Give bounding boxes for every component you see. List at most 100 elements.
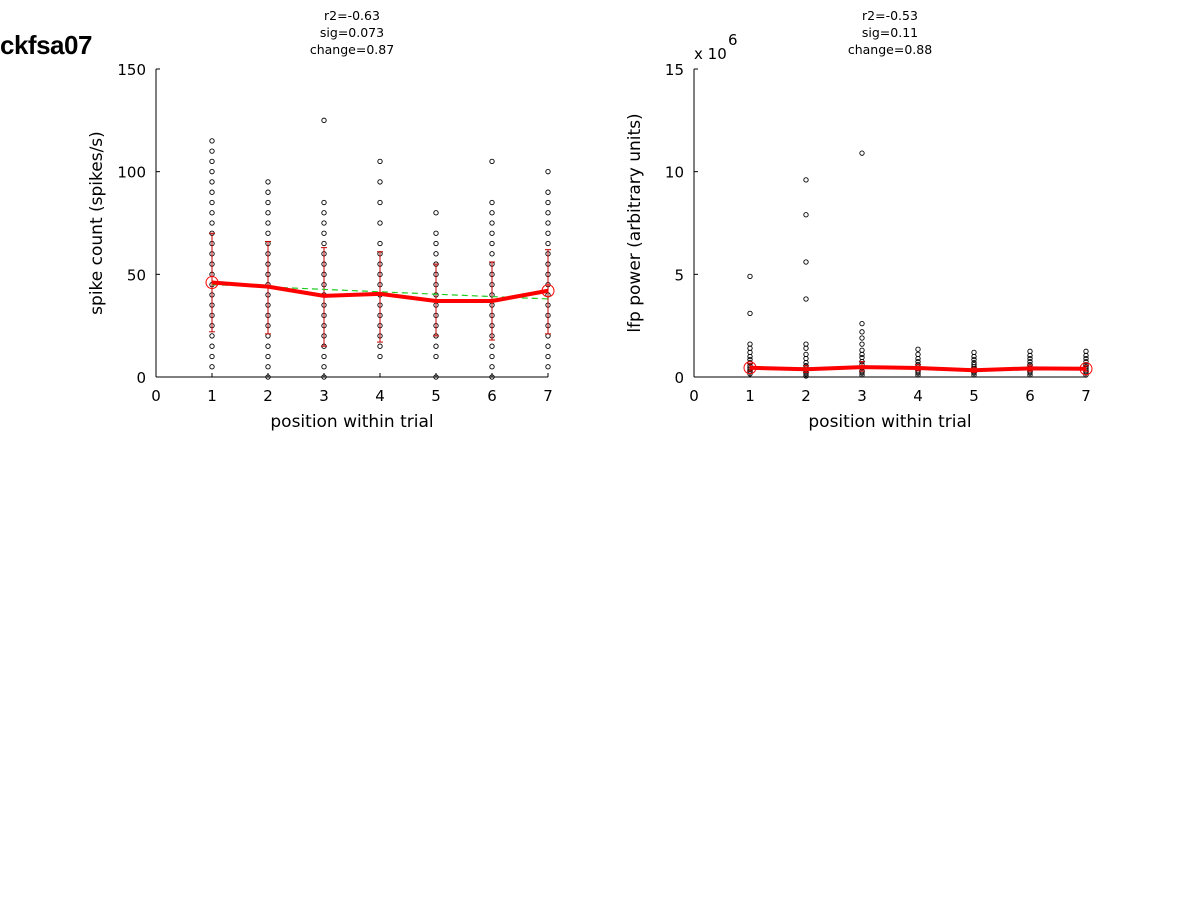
data-point — [859, 341, 865, 347]
x-tick-label: 4 — [913, 387, 923, 405]
data-point — [209, 148, 215, 154]
data-point — [915, 358, 921, 365]
data-point — [377, 240, 383, 247]
data-point — [321, 199, 327, 206]
data-point — [433, 343, 439, 349]
data-point — [489, 353, 495, 360]
data-point — [433, 210, 439, 216]
data-point — [321, 210, 327, 216]
data-point — [545, 364, 551, 370]
data-point — [265, 189, 271, 195]
data-point — [545, 199, 551, 206]
data-point — [433, 240, 439, 247]
data-point — [915, 351, 921, 358]
data-point — [321, 220, 327, 226]
data-point — [265, 333, 271, 339]
data-point — [321, 374, 327, 380]
data-point — [433, 374, 439, 380]
data-point — [377, 199, 383, 206]
x-tick-label: 3 — [319, 387, 329, 405]
mean-end-marker — [205, 276, 219, 290]
stat-line: change=0.88 — [848, 42, 932, 57]
data-point — [265, 353, 271, 360]
data-point — [433, 230, 439, 236]
data-point — [209, 158, 215, 165]
data-point — [859, 320, 865, 327]
mean-end-marker — [1079, 362, 1093, 376]
data-point — [545, 353, 551, 360]
mean-end-marker — [541, 284, 555, 298]
x-tick-label: 6 — [1025, 387, 1035, 405]
data-point — [545, 210, 551, 216]
data-point — [209, 210, 215, 216]
data-point — [489, 210, 495, 216]
data-point — [545, 189, 551, 195]
data-point — [209, 179, 215, 185]
data-point — [433, 251, 439, 257]
data-point — [265, 364, 271, 370]
x-tick-label: 3 — [857, 387, 867, 405]
data-point — [803, 177, 809, 183]
data-point — [489, 199, 495, 206]
data-point — [1027, 348, 1033, 354]
data-point — [971, 359, 977, 366]
x-tick-label: 5 — [431, 387, 441, 405]
data-point — [1027, 355, 1033, 362]
data-point — [209, 199, 215, 206]
data-point — [377, 179, 383, 185]
data-point — [971, 356, 977, 363]
x-tick-label: 6 — [487, 387, 497, 405]
y-tick-label: 100 — [117, 164, 146, 182]
data-point — [265, 210, 271, 216]
data-point — [859, 335, 865, 341]
data-point — [545, 169, 551, 175]
x-tick-label: 7 — [543, 387, 553, 405]
mean-line — [211, 280, 549, 304]
data-point — [377, 158, 383, 165]
data-point — [209, 220, 215, 226]
x-tick-label: 0 — [151, 387, 161, 405]
data-point — [803, 351, 809, 358]
data-point — [321, 230, 327, 236]
data-point — [489, 240, 495, 247]
data-point — [489, 251, 495, 257]
data-point — [321, 353, 327, 360]
x-tick-label: 1 — [745, 387, 755, 405]
data-point — [1083, 358, 1089, 365]
data-point — [747, 273, 753, 280]
data-point — [1083, 348, 1089, 354]
data-point — [209, 169, 215, 175]
data-point — [859, 329, 865, 335]
data-point — [545, 230, 551, 236]
stat-line: r2=-0.63 — [324, 8, 380, 23]
stat-line: r2=-0.53 — [862, 8, 918, 23]
data-point — [859, 354, 865, 361]
data-point — [545, 333, 551, 339]
data-point — [803, 341, 809, 347]
data-point — [209, 343, 215, 349]
x-tick-label: 5 — [969, 387, 979, 405]
stat-line: change=0.87 — [310, 42, 394, 57]
stat-line: sig=0.11 — [862, 25, 918, 40]
data-point — [489, 158, 495, 165]
data-point — [1027, 358, 1033, 365]
data-point — [265, 343, 271, 349]
x-tick-label: 0 — [689, 387, 699, 405]
data-point — [489, 220, 495, 226]
x-tick-label: 4 — [375, 387, 385, 405]
data-point — [971, 349, 977, 356]
y-exponent-label: x 10 — [694, 45, 727, 63]
x-tick-label: 7 — [1081, 387, 1091, 405]
data-point — [377, 343, 383, 349]
data-point — [545, 240, 551, 247]
data-point — [747, 341, 753, 347]
data-point — [489, 364, 495, 370]
data-point — [859, 150, 865, 156]
data-point — [321, 364, 327, 370]
data-point — [321, 117, 327, 123]
y-tick-label: 15 — [665, 61, 684, 79]
x-tick-label: 1 — [207, 387, 217, 405]
data-point — [209, 364, 215, 370]
